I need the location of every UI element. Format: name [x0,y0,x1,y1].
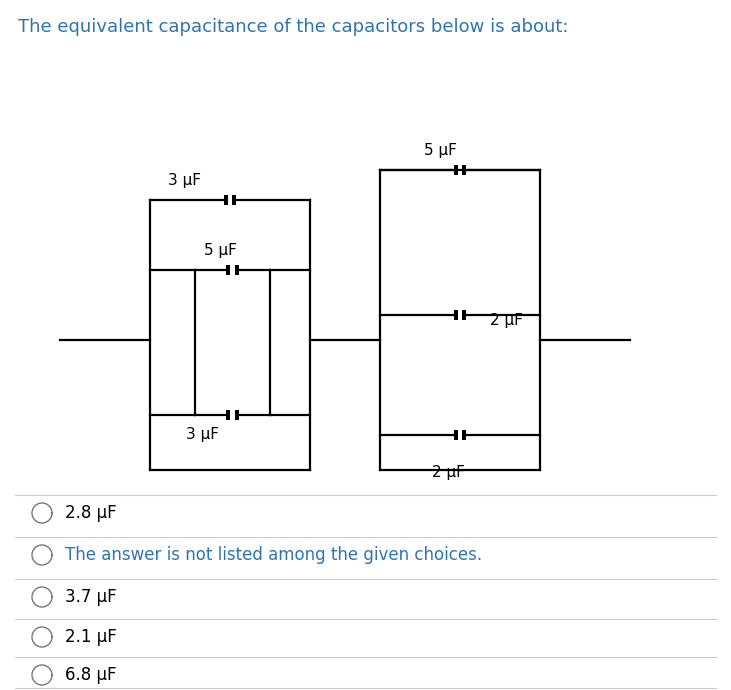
Text: 3 µF: 3 µF [186,427,219,442]
Text: 2 µF: 2 µF [490,313,523,328]
Text: The equivalent capacitance of the capacitors below is about:: The equivalent capacitance of the capaci… [18,18,569,36]
Text: 5 µF: 5 µF [204,243,237,258]
Text: 3.7 μF: 3.7 μF [65,588,117,606]
Text: 2 µF: 2 µF [431,465,464,480]
Text: 6.8 μF: 6.8 μF [65,666,116,684]
Text: 2.1 μF: 2.1 μF [65,628,117,646]
Text: 2.8 μF: 2.8 μF [65,504,117,522]
Text: The answer is not listed among the given choices.: The answer is not listed among the given… [65,546,482,564]
Text: 3 µF: 3 µF [169,173,202,188]
Text: 5 µF: 5 µF [423,143,456,158]
